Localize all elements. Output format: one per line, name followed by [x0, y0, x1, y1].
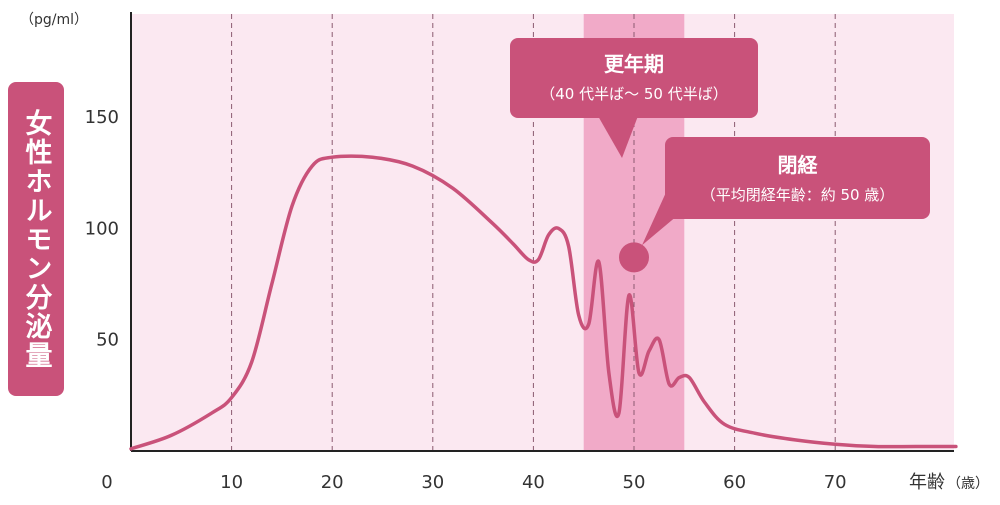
x-unit-label: （歳） [947, 476, 989, 492]
callout-menopause-title: 閉経 [777, 153, 818, 177]
y-axis-label-box: 女性ホルモン分泌量 [8, 82, 64, 396]
menopause-marker [619, 242, 649, 273]
y-unit-label: （pg/ml） [20, 12, 88, 28]
x-tick-label: 40 [522, 472, 545, 493]
x-axis-label: 年齢 [909, 472, 945, 493]
y-axis-label: 女性ホルモン分泌量 [20, 108, 52, 370]
series-line [129, 154, 958, 451]
x-tick-label: 0 [101, 472, 112, 493]
x-tick-label: 20 [321, 472, 344, 493]
y-tick-label: 50 [96, 330, 119, 351]
callout-menopause-subtitle: （平均閉経年齢：約 50 歳） [700, 186, 895, 204]
callout-menopause-period-subtitle: （40 代半ば～ 50 代半ば） [540, 85, 728, 103]
callout-menopause: 閉経 （平均閉経年齢：約 50 歳） [665, 137, 930, 219]
callout-menopause-period-title: 更年期 [604, 52, 664, 76]
x-tick-label: 30 [421, 472, 444, 493]
x-tick-label: 10 [220, 472, 243, 493]
callout-pointer-menopause-period [598, 116, 638, 158]
y-tick-label: 100 [85, 218, 119, 239]
x-tick-label: 60 [723, 472, 746, 493]
x-tick-label: 50 [623, 472, 646, 493]
y-tick-label: 150 [85, 107, 119, 128]
x-tick-label: 70 [824, 472, 847, 493]
callout-menopause-period: 更年期 （40 代半ば～ 50 代半ば） [510, 38, 758, 118]
